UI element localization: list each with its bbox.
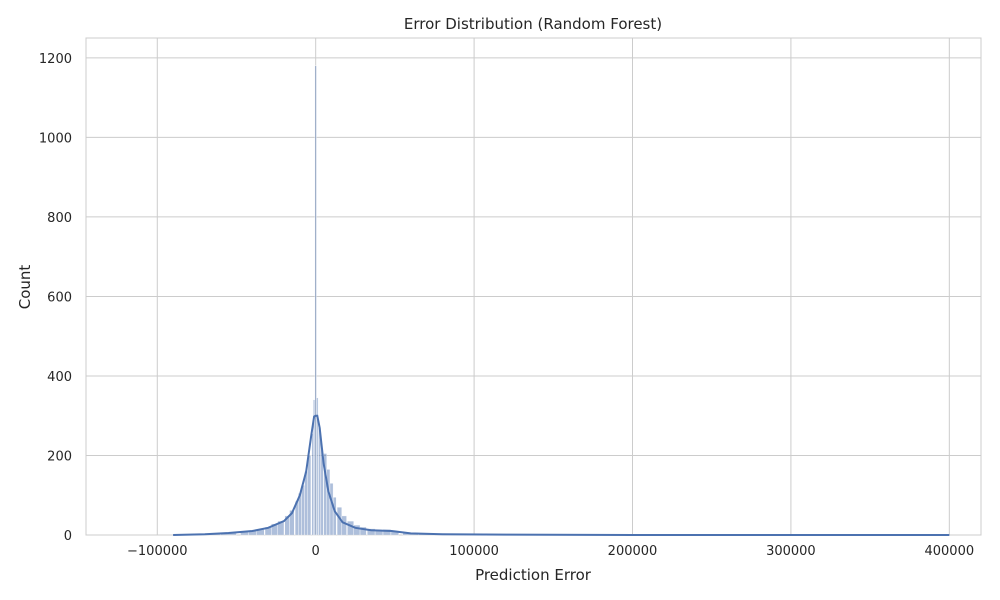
y-axis-label: Count xyxy=(16,265,34,310)
x-tick-label: −100000 xyxy=(127,544,188,559)
histogram-bar xyxy=(307,455,312,536)
histogram-bar xyxy=(311,433,314,536)
histogram-bar xyxy=(332,497,337,536)
y-ticks: 0 200 400 600 800 1000 1200 xyxy=(39,52,72,544)
y-tick-label: 1200 xyxy=(39,52,72,67)
x-tick-label: 300000 xyxy=(766,544,816,559)
y-tick-label: 1000 xyxy=(39,131,72,146)
y-tick-label: 800 xyxy=(47,211,72,226)
y-tick-label: 0 xyxy=(64,529,72,544)
x-tick-label: 100000 xyxy=(449,544,499,559)
y-tick-label: 600 xyxy=(47,290,72,305)
x-tick-label: 0 xyxy=(312,544,320,559)
histogram-bar xyxy=(316,397,319,536)
x-tick-label: 200000 xyxy=(608,544,658,559)
histogram-bar xyxy=(359,526,367,536)
histogram-bar xyxy=(314,65,317,536)
plot-frame xyxy=(85,37,982,536)
histogram-bar xyxy=(347,520,354,536)
histogram-bar xyxy=(277,520,285,536)
y-tick-label: 400 xyxy=(47,370,72,385)
histogram-bar xyxy=(304,471,308,536)
grid xyxy=(86,38,981,536)
histogram-bar xyxy=(289,510,295,536)
bars xyxy=(180,65,555,536)
kde-curve xyxy=(173,414,950,536)
histogram-bar xyxy=(301,485,305,536)
histogram-bar xyxy=(341,515,347,536)
x-tick-label: 400000 xyxy=(924,544,974,559)
x-ticks: −100000 0 100000 200000 300000 400000 xyxy=(127,544,974,559)
histogram-bar xyxy=(329,483,334,536)
chart-title: Error Distribution (Random Forest) xyxy=(404,15,662,33)
x-axis-label: Prediction Error xyxy=(475,566,592,584)
y-tick-label: 200 xyxy=(47,449,72,464)
